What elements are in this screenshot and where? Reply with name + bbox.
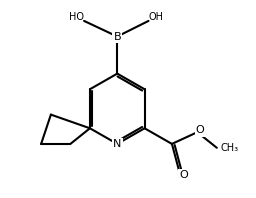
Text: O: O [179, 170, 188, 180]
Text: O: O [196, 125, 205, 135]
Text: OH: OH [149, 12, 164, 22]
Text: B: B [113, 31, 121, 42]
Text: HO: HO [69, 12, 84, 22]
Text: N: N [113, 139, 121, 149]
Text: CH₃: CH₃ [221, 143, 239, 153]
